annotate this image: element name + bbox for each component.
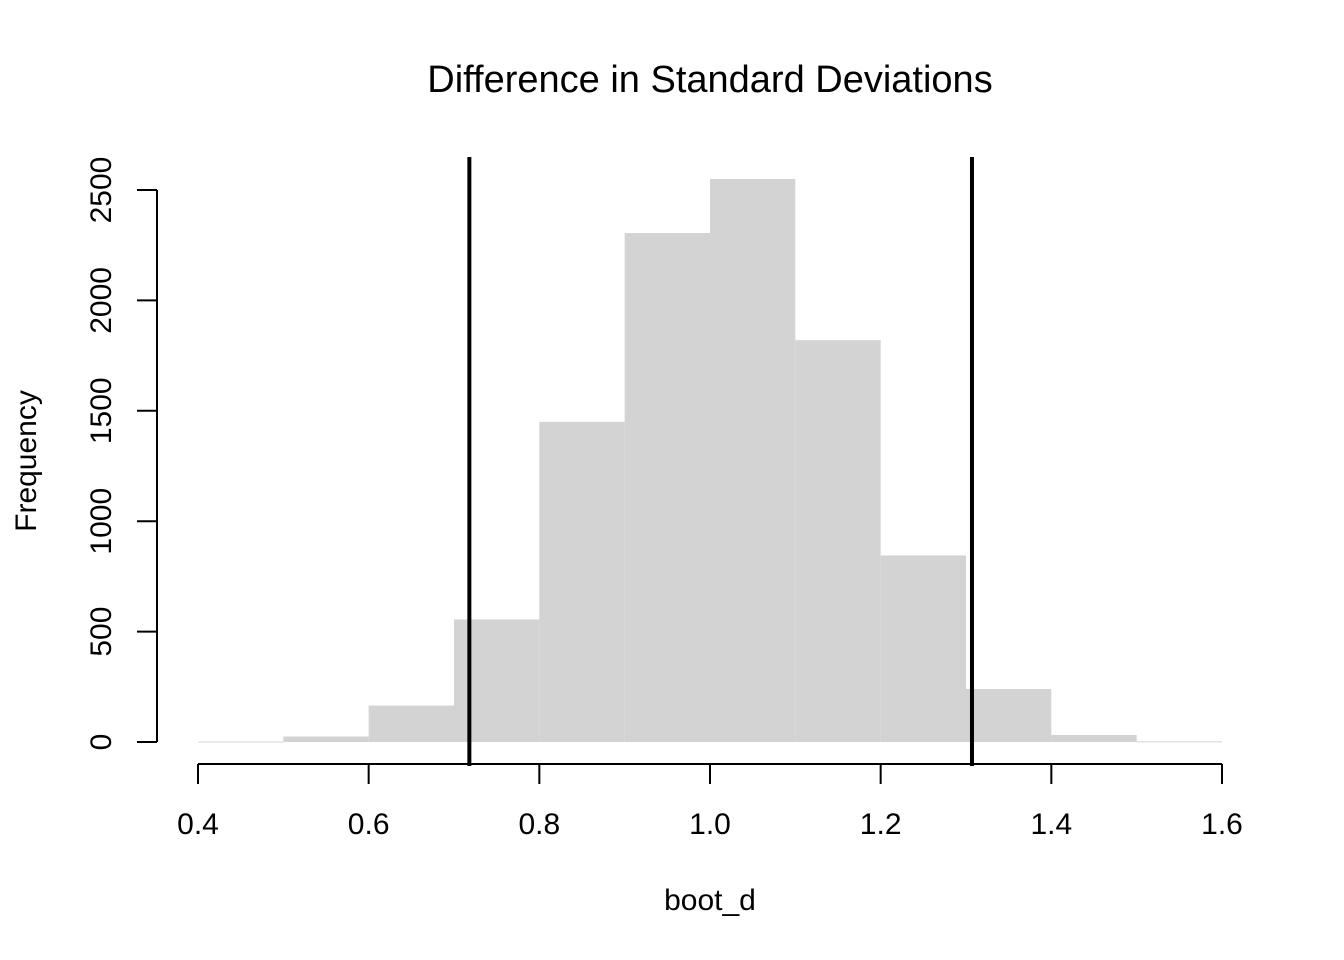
x-tick-label: 0.4: [177, 808, 219, 841]
x-axis-label: boot_d: [664, 884, 756, 917]
y-axis-label: Frequency: [10, 390, 43, 532]
histogram-bar: [539, 421, 625, 742]
x-tick-label: 1.4: [1030, 808, 1072, 841]
histogram-bar: [880, 555, 966, 742]
chart-title: Difference in Standard Deviations: [427, 59, 992, 101]
y-tick-label: 0: [85, 734, 118, 751]
y-tick-label: 1500: [85, 377, 118, 444]
y-tick-label: 2000: [85, 267, 118, 334]
x-tick-label: 0.8: [518, 808, 560, 841]
x-tick-label: 1.6: [1201, 808, 1243, 841]
histogram-bars: [198, 178, 1222, 743]
x-tick-label: 1.2: [860, 808, 902, 841]
histogram-bar: [710, 178, 796, 742]
x-tick-label: 1.0: [689, 808, 731, 841]
reference-lines: [467, 157, 974, 766]
y-tick-label: 500: [85, 607, 118, 657]
histogram-bar: [454, 619, 540, 742]
histogram-bar: [283, 736, 369, 742]
x-tick-label: 0.6: [348, 808, 390, 841]
x-axis: 0.4 0.6 0.8 1.0 1.2 1.4 1.6: [177, 763, 1243, 841]
y-tick-label: 2500: [85, 157, 118, 224]
histogram-bar: [198, 741, 284, 743]
y-axis: 0 500 1000 1500 2000 2500: [85, 157, 158, 751]
histogram-bar: [1136, 741, 1222, 743]
y-tick-label: 1000: [85, 488, 118, 555]
histogram-bar: [624, 233, 710, 742]
histogram-bar: [795, 340, 881, 742]
histogram-bar: [1051, 734, 1137, 742]
histogram-bar: [368, 705, 454, 742]
histogram-bar: [966, 689, 1052, 742]
